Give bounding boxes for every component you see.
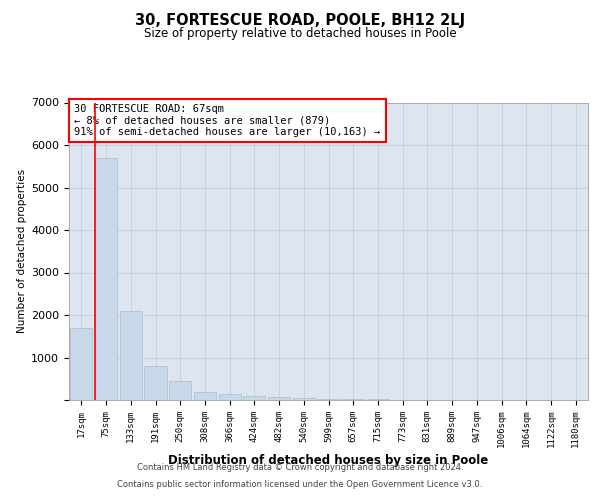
- Text: Contains HM Land Registry data © Crown copyright and database right 2024.: Contains HM Land Registry data © Crown c…: [137, 464, 463, 472]
- Bar: [194, 392, 216, 400]
- Text: 30 FORTESCUE ROAD: 67sqm
← 8% of detached houses are smaller (879)
91% of semi-d: 30 FORTESCUE ROAD: 67sqm ← 8% of detache…: [74, 104, 380, 137]
- Text: Size of property relative to detached houses in Poole: Size of property relative to detached ho…: [143, 28, 457, 40]
- X-axis label: Distribution of detached houses by size in Poole: Distribution of detached houses by size …: [169, 454, 488, 468]
- Text: Contains public sector information licensed under the Open Government Licence v3: Contains public sector information licen…: [118, 480, 482, 489]
- Bar: [342, 399, 364, 400]
- Bar: [243, 396, 265, 400]
- Y-axis label: Number of detached properties: Number of detached properties: [17, 169, 27, 334]
- Bar: [119, 310, 142, 400]
- Bar: [268, 397, 290, 400]
- Bar: [218, 394, 241, 400]
- Bar: [317, 398, 340, 400]
- Bar: [169, 381, 191, 400]
- Bar: [293, 398, 315, 400]
- Bar: [70, 328, 92, 400]
- Text: 30, FORTESCUE ROAD, POOLE, BH12 2LJ: 30, FORTESCUE ROAD, POOLE, BH12 2LJ: [135, 12, 465, 28]
- Bar: [95, 158, 117, 400]
- Bar: [145, 366, 167, 400]
